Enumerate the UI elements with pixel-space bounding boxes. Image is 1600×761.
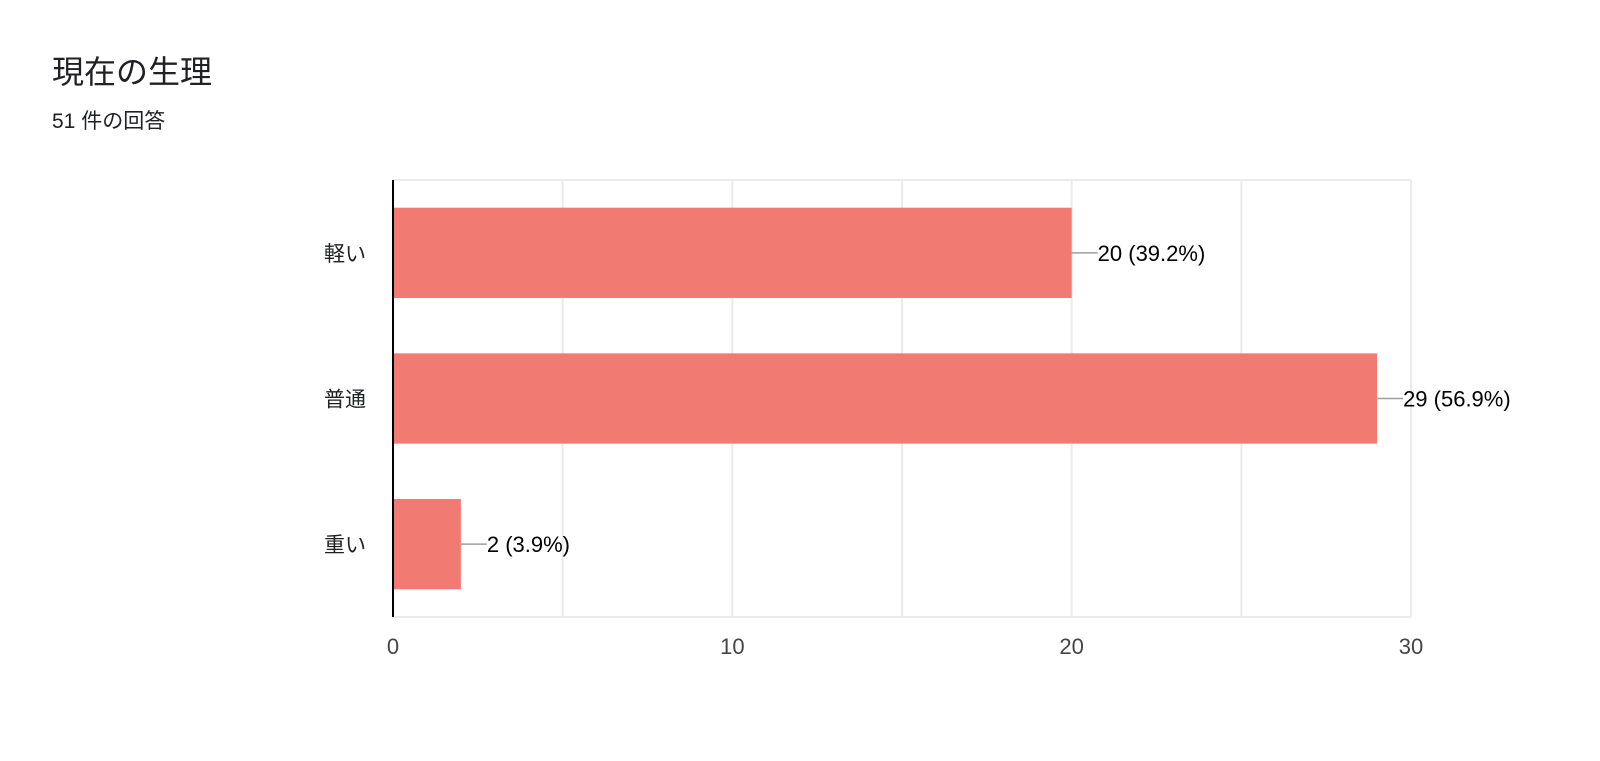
response-count: 51 件の回答 bbox=[52, 110, 166, 133]
x-tick-label: 0 bbox=[387, 634, 399, 659]
x-tick-label: 20 bbox=[1059, 634, 1083, 659]
x-tick-label: 10 bbox=[720, 634, 744, 659]
bar bbox=[393, 499, 461, 590]
x-tick-label: 30 bbox=[1399, 634, 1423, 659]
chart-title: 現在の生理 bbox=[52, 54, 213, 90]
data-label: 29 (56.9%) bbox=[1403, 387, 1511, 412]
data-label: 2 (3.9%) bbox=[487, 532, 570, 557]
data-label: 20 (39.2%) bbox=[1098, 241, 1206, 266]
category-label: 普通 bbox=[324, 389, 366, 412]
bar bbox=[393, 353, 1378, 444]
category-label: 軽い bbox=[324, 243, 366, 266]
bar bbox=[393, 207, 1072, 298]
category-label: 重い bbox=[324, 534, 366, 557]
